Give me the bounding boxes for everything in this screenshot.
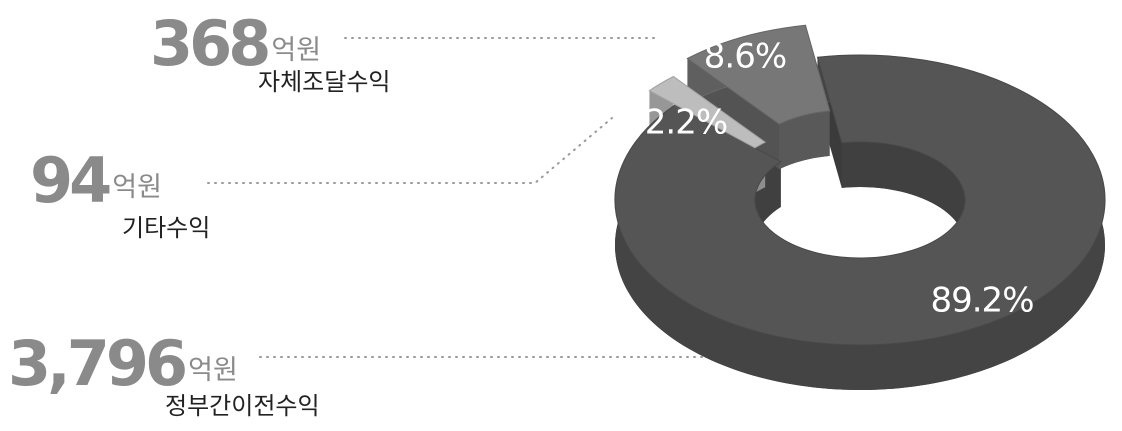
amount-value: 3,796 (8, 327, 185, 400)
slice-label: 89.2% (930, 281, 1033, 321)
slice (648, 75, 767, 149)
amount-value: 368 (150, 7, 268, 80)
category-label: 정부간이전수익 (165, 392, 320, 420)
donut (614, 24, 1106, 391)
slice (614, 54, 1106, 346)
slice-label: 2.2% (645, 103, 727, 143)
amount-value: 94 (30, 144, 110, 217)
slice-label: 8.6% (704, 37, 786, 77)
amount: 3,796 억원 (8, 327, 238, 400)
amount-unit: 억원 (188, 355, 238, 386)
leader-lines (207, 37, 786, 358)
category-label: 자체조달수익 (258, 68, 390, 96)
amount: 94 억원 (30, 144, 162, 217)
slice-inner-wall (779, 110, 830, 170)
amount: 368 억원 (150, 7, 321, 80)
slice (686, 24, 831, 125)
leader-line (207, 117, 613, 184)
amount-unit: 억원 (112, 172, 162, 203)
category-label: 기타수익 (122, 214, 210, 242)
amount-unit: 억원 (271, 35, 321, 66)
